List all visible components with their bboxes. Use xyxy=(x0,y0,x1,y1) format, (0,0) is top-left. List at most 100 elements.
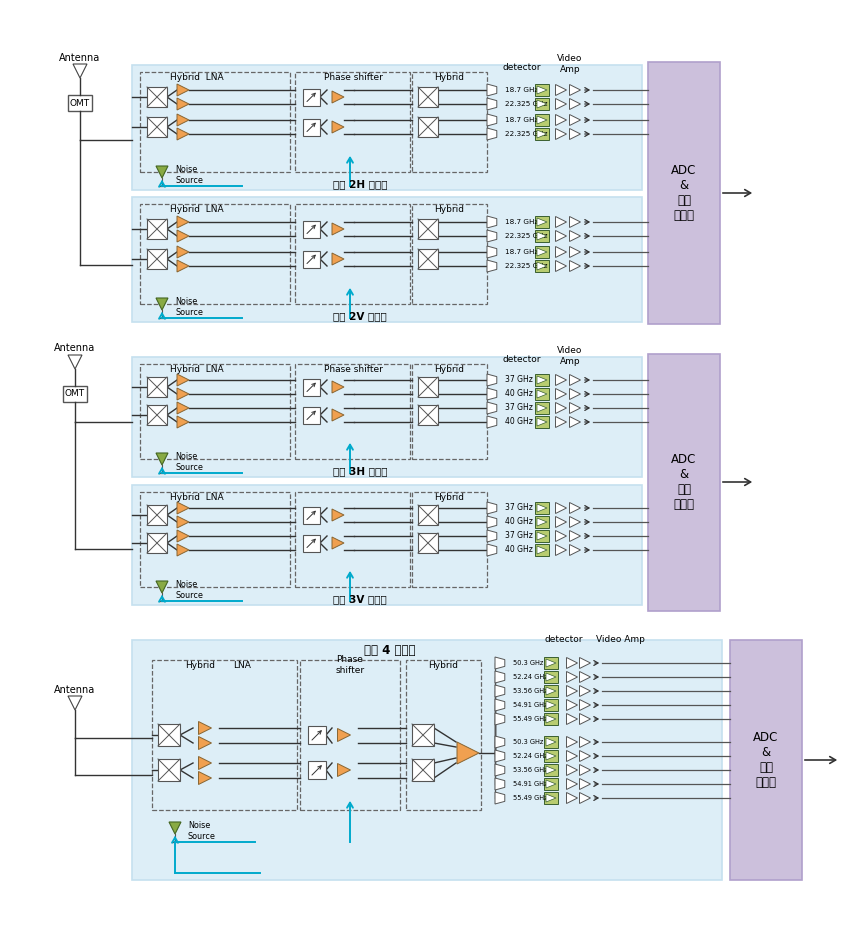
Text: Hybrid  LNA: Hybrid LNA xyxy=(170,72,224,81)
Polygon shape xyxy=(156,166,168,178)
Bar xyxy=(308,761,326,779)
Bar xyxy=(158,724,180,746)
Polygon shape xyxy=(177,128,189,140)
Bar xyxy=(412,759,434,781)
Text: 52.24 GHz: 52.24 GHz xyxy=(513,753,548,759)
Text: Hybrid  LNA: Hybrid LNA xyxy=(170,365,224,373)
Text: 55.49 GHz: 55.49 GHz xyxy=(513,795,548,801)
Text: 18.7 GHz: 18.7 GHz xyxy=(505,219,538,225)
Bar xyxy=(132,485,642,605)
Polygon shape xyxy=(567,750,578,761)
Polygon shape xyxy=(537,130,547,138)
Polygon shape xyxy=(73,64,87,78)
Polygon shape xyxy=(337,764,350,777)
Bar xyxy=(68,95,92,111)
Polygon shape xyxy=(332,121,344,133)
Polygon shape xyxy=(487,230,497,242)
Text: 22.325 GHz: 22.325 GHz xyxy=(505,131,548,137)
Bar xyxy=(412,204,487,304)
Polygon shape xyxy=(487,516,497,528)
Polygon shape xyxy=(546,752,556,760)
Polygon shape xyxy=(579,699,590,710)
Polygon shape xyxy=(487,416,497,428)
Bar xyxy=(152,660,297,810)
Bar xyxy=(147,87,167,107)
Bar xyxy=(544,778,558,790)
Polygon shape xyxy=(579,750,590,761)
Polygon shape xyxy=(569,260,580,271)
Bar xyxy=(303,220,320,237)
Polygon shape xyxy=(567,765,578,775)
Bar xyxy=(147,219,167,239)
Bar xyxy=(303,89,320,106)
Polygon shape xyxy=(556,531,567,542)
Text: 22.325 GHz: 22.325 GHz xyxy=(505,101,548,107)
Polygon shape xyxy=(177,530,189,542)
Polygon shape xyxy=(177,98,189,110)
Bar xyxy=(535,388,549,400)
Text: 밴드 3V 수신기: 밴드 3V 수신기 xyxy=(333,594,387,604)
Bar xyxy=(412,492,487,587)
Text: 54.91 GHz: 54.91 GHz xyxy=(513,781,548,787)
Polygon shape xyxy=(567,793,578,804)
Polygon shape xyxy=(569,84,580,95)
Polygon shape xyxy=(487,402,497,414)
Text: LNA: LNA xyxy=(233,660,251,669)
Bar xyxy=(295,72,410,172)
Polygon shape xyxy=(556,544,567,556)
Text: Phase shifter: Phase shifter xyxy=(324,72,383,81)
Text: Antenna: Antenna xyxy=(55,343,95,353)
Text: 18.7 GHz: 18.7 GHz xyxy=(505,117,538,123)
Bar xyxy=(308,726,326,744)
Polygon shape xyxy=(495,792,504,804)
Bar xyxy=(147,505,167,525)
Polygon shape xyxy=(569,517,580,528)
Text: Phase shifter: Phase shifter xyxy=(324,365,383,373)
Text: Video
Amp: Video Amp xyxy=(557,346,583,366)
Polygon shape xyxy=(537,262,547,270)
Polygon shape xyxy=(579,714,590,724)
Polygon shape xyxy=(156,298,168,310)
Text: Noise
Source: Noise Source xyxy=(175,166,203,184)
Polygon shape xyxy=(337,729,350,742)
Text: Video Amp: Video Amp xyxy=(596,635,644,644)
Polygon shape xyxy=(569,129,580,140)
Polygon shape xyxy=(546,780,556,788)
Bar xyxy=(295,492,410,587)
Polygon shape xyxy=(556,246,567,257)
Bar xyxy=(648,62,720,324)
Polygon shape xyxy=(177,516,189,528)
Polygon shape xyxy=(68,696,82,710)
Polygon shape xyxy=(546,659,556,667)
Polygon shape xyxy=(495,699,504,711)
Polygon shape xyxy=(567,671,578,682)
Bar xyxy=(535,128,549,140)
Polygon shape xyxy=(537,232,547,240)
Polygon shape xyxy=(569,115,580,126)
Polygon shape xyxy=(177,230,189,242)
Text: Noise
Source: Noise Source xyxy=(175,581,203,600)
Polygon shape xyxy=(556,503,567,514)
Bar xyxy=(535,98,549,110)
Polygon shape xyxy=(546,715,556,723)
Bar xyxy=(544,792,558,804)
Text: Antenna: Antenna xyxy=(60,53,101,63)
Polygon shape xyxy=(567,779,578,790)
Polygon shape xyxy=(177,544,189,556)
Text: Noise
Source: Noise Source xyxy=(175,452,203,471)
Text: 밴드 3H 수신기: 밴드 3H 수신기 xyxy=(333,466,388,476)
Polygon shape xyxy=(556,517,567,528)
Polygon shape xyxy=(569,98,580,109)
Polygon shape xyxy=(537,86,547,94)
Bar xyxy=(303,251,320,268)
Polygon shape xyxy=(169,822,181,834)
Bar xyxy=(544,657,558,669)
Polygon shape xyxy=(569,374,580,385)
Text: 52.24 GHz: 52.24 GHz xyxy=(513,674,548,680)
Bar xyxy=(147,117,167,137)
Text: detector: detector xyxy=(503,64,541,72)
Polygon shape xyxy=(495,671,504,683)
Bar xyxy=(544,713,558,725)
Text: Hybrid: Hybrid xyxy=(185,660,215,669)
Text: 18.7 GHz: 18.7 GHz xyxy=(505,87,538,93)
